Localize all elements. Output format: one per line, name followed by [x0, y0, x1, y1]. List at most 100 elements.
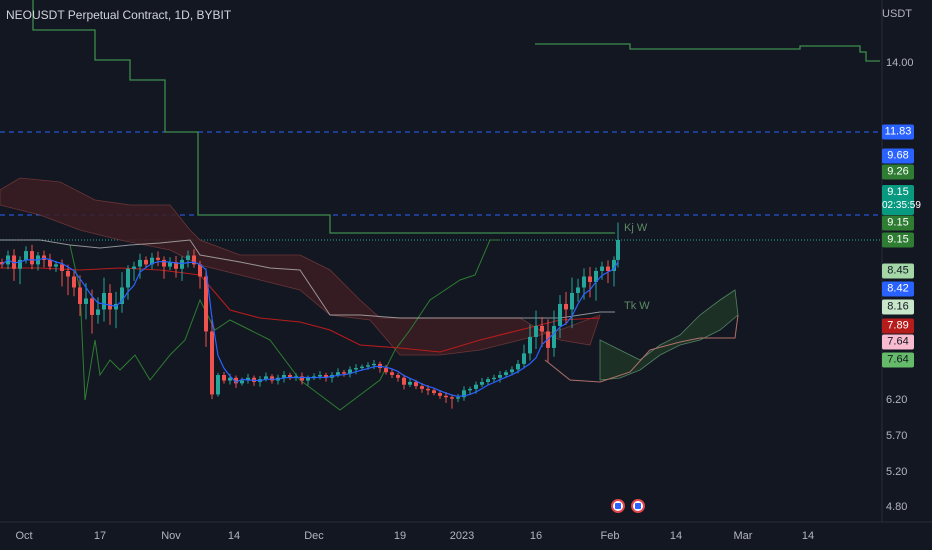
candle-body: [282, 375, 286, 378]
time-tick: 14: [801, 530, 815, 542]
price-tick: 14.00: [886, 57, 914, 69]
chart-title: NEOUSDT Perpetual Contract, 1D, BYBIT: [6, 8, 232, 22]
candle-body: [228, 377, 232, 381]
candle-body: [270, 376, 274, 381]
candle-body: [420, 386, 424, 389]
time-tick: Oct: [15, 530, 33, 542]
price-badge-value: 9.26: [887, 165, 909, 178]
moving-average-blue: [1, 257, 619, 398]
price-badge: 9.26: [882, 164, 914, 180]
price-badge: 8.16: [882, 299, 914, 315]
candle-body: [504, 372, 508, 375]
kijun-weekly-line-future: [535, 43, 880, 62]
candle-body: [96, 309, 100, 315]
price-badge: 7.64: [882, 334, 914, 350]
candle-body: [204, 276, 208, 332]
kijun-weekly-line: [32, 0, 615, 234]
lagging-span-line: [69, 239, 500, 411]
cloud-edge-future: [544, 314, 739, 383]
candle-body: [462, 390, 466, 398]
candle-body: [588, 276, 592, 282]
price-badge-value: 8.42: [887, 282, 909, 295]
candle-body: [108, 292, 112, 310]
candle-body: [72, 276, 76, 288]
candle-body: [558, 303, 562, 326]
candle-body: [162, 259, 166, 267]
candle-body: [354, 368, 358, 370]
time-tick: Nov: [161, 530, 181, 542]
us-flag-event-icon[interactable]: [611, 499, 625, 513]
candle-body: [156, 257, 160, 260]
candle-body: [408, 381, 412, 385]
candle-body: [402, 377, 406, 385]
candle-body: [174, 262, 178, 269]
candle-body: [348, 369, 352, 374]
price-badge: 9.15: [882, 232, 914, 248]
price-tick: 5.70: [886, 430, 908, 442]
candle-body: [366, 365, 370, 367]
tenkan-label: Tk W: [624, 300, 650, 312]
time-tick: 17: [93, 530, 107, 542]
candle-body: [132, 266, 136, 269]
price-badge: 9.68: [882, 148, 914, 164]
candle-body: [486, 379, 490, 382]
candle-body: [150, 257, 154, 265]
price-badge-value: 8.16: [887, 300, 909, 313]
cloud-upper-edge: [0, 239, 615, 319]
candle-body: [492, 377, 496, 380]
candle-body: [372, 363, 376, 366]
candle-body: [0, 262, 4, 265]
candle-body: [498, 375, 502, 378]
candle-body: [516, 363, 520, 370]
price-badge-value: 9.68: [887, 149, 909, 162]
candle-body: [342, 372, 346, 374]
candle-body: [120, 287, 124, 304]
price-tick: 5.20: [886, 466, 908, 478]
candle-body: [18, 259, 22, 269]
candle-body: [414, 381, 418, 387]
price-badge: 9.15: [882, 215, 914, 231]
candle-body: [240, 380, 244, 384]
candle-body: [186, 255, 190, 260]
price-badge: 7.64: [882, 352, 914, 368]
candle-body: [180, 259, 184, 269]
candle-body: [318, 375, 322, 377]
tenkan-red-line: [0, 267, 601, 353]
candle-body: [396, 375, 400, 378]
candle-body: [216, 375, 220, 395]
price-badge-value: 11.83: [884, 125, 912, 138]
candle-body: [612, 259, 616, 271]
candle-body: [54, 264, 58, 267]
candle-body: [312, 376, 316, 378]
candle-body: [126, 268, 130, 288]
candle-body: [384, 368, 388, 373]
time-tick: Dec: [304, 530, 324, 542]
candle-body: [600, 266, 604, 271]
candle-body: [582, 276, 586, 288]
price-badge: 8.42: [882, 281, 914, 297]
candle-body: [564, 303, 568, 310]
candle-body: [210, 331, 214, 395]
price-tick: 4.80: [886, 501, 908, 513]
candle-body: [300, 376, 304, 381]
time-tick: 14: [669, 530, 683, 542]
price-badge-value: 8.45: [887, 264, 909, 277]
candle-body: [456, 397, 460, 399]
time-tick: 14: [227, 530, 241, 542]
candle-body: [552, 325, 556, 348]
candle-body: [522, 353, 526, 364]
price-tick: 6.20: [886, 394, 908, 406]
candle-body: [444, 395, 448, 398]
us-flag-event-icon[interactable]: [631, 499, 645, 513]
currency-label: USDT: [882, 8, 912, 20]
candle-body: [468, 388, 472, 391]
candle-body: [450, 397, 454, 399]
price-badge: 7.89: [882, 318, 914, 334]
candle-body: [102, 292, 106, 310]
candle-body: [390, 372, 394, 375]
candle-body: [24, 251, 28, 260]
price-badge-value: 9.15: [887, 216, 909, 229]
time-tick: 16: [529, 530, 543, 542]
candle-body: [438, 393, 442, 396]
